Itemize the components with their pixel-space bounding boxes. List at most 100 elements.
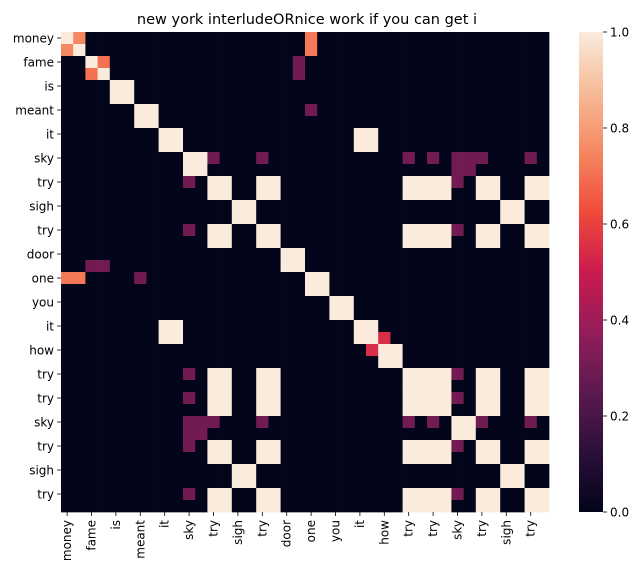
heatmap-cell bbox=[402, 356, 416, 369]
heatmap-cell bbox=[73, 68, 86, 81]
heatmap-cell bbox=[195, 128, 208, 141]
heatmap-cell bbox=[170, 500, 184, 513]
heatmap-cell bbox=[390, 44, 403, 57]
heatmap-cell bbox=[512, 56, 525, 69]
heatmap-cell bbox=[439, 224, 452, 237]
heatmap-cell bbox=[256, 272, 269, 285]
heatmap-cell bbox=[195, 140, 208, 153]
heatmap-cell bbox=[170, 188, 184, 201]
heatmap-cell bbox=[463, 404, 477, 417]
heatmap-cell bbox=[463, 452, 477, 465]
heatmap-cell bbox=[366, 320, 379, 333]
heatmap-cell bbox=[195, 212, 208, 225]
heatmap-cell bbox=[414, 224, 428, 237]
heatmap-cell bbox=[451, 248, 464, 261]
heatmap-cell bbox=[256, 452, 269, 465]
heatmap-cell bbox=[134, 476, 147, 489]
heatmap-cell bbox=[463, 428, 477, 441]
heatmap-cell bbox=[158, 176, 172, 189]
heatmap-cell bbox=[427, 356, 440, 369]
heatmap-cell bbox=[85, 152, 98, 165]
heatmap-cell bbox=[134, 32, 147, 45]
heatmap-cell bbox=[488, 164, 501, 177]
heatmap-cell bbox=[109, 188, 123, 201]
heatmap-cell bbox=[390, 188, 403, 201]
heatmap-cell bbox=[280, 452, 294, 465]
heatmap-cell bbox=[219, 500, 233, 513]
heatmap-cell bbox=[256, 284, 269, 297]
heatmap-cell bbox=[439, 320, 452, 333]
heatmap-cell bbox=[439, 80, 452, 93]
heatmap-cell bbox=[390, 128, 403, 141]
heatmap-cell bbox=[97, 296, 111, 309]
heatmap-cell bbox=[475, 356, 489, 369]
heatmap-cell bbox=[73, 140, 86, 153]
heatmap-cell bbox=[109, 68, 123, 81]
heatmap-cell bbox=[268, 140, 281, 153]
heatmap-cell bbox=[414, 188, 428, 201]
heatmap-cell bbox=[195, 236, 208, 249]
heatmap-cell bbox=[427, 440, 440, 453]
heatmap-cell bbox=[85, 236, 98, 249]
heatmap-cell bbox=[158, 200, 172, 213]
heatmap-cell bbox=[463, 320, 477, 333]
heatmap-cell bbox=[183, 92, 196, 105]
colorbar-tick-label: 0.0 bbox=[610, 506, 629, 520]
heatmap-cell bbox=[256, 356, 269, 369]
heatmap-cell bbox=[305, 152, 318, 165]
heatmap-cell bbox=[195, 356, 208, 369]
heatmap-cell bbox=[85, 140, 98, 153]
heatmap-cell bbox=[500, 404, 513, 417]
heatmap-cell bbox=[73, 440, 86, 453]
heatmap-cell bbox=[439, 104, 452, 117]
heatmap-cell bbox=[292, 92, 306, 105]
heatmap-cell bbox=[341, 68, 355, 81]
heatmap-cell bbox=[427, 332, 440, 345]
heatmap-cell bbox=[146, 392, 159, 405]
heatmap-cell bbox=[524, 356, 538, 369]
heatmap-cell bbox=[244, 320, 257, 333]
heatmap-cell bbox=[317, 464, 330, 477]
heatmap-cell bbox=[329, 176, 342, 189]
heatmap-cell bbox=[524, 380, 538, 393]
heatmap-cell bbox=[475, 476, 489, 489]
heatmap-cell bbox=[512, 236, 525, 249]
heatmap-cell bbox=[329, 428, 342, 441]
heatmap-cell bbox=[366, 464, 379, 477]
heatmap-cell bbox=[475, 392, 489, 405]
heatmap-cell bbox=[427, 392, 440, 405]
heatmap-cell bbox=[463, 128, 477, 141]
heatmap-cell bbox=[97, 104, 111, 117]
heatmap-cell bbox=[500, 296, 513, 309]
heatmap-cell bbox=[341, 308, 355, 321]
heatmap-cell bbox=[280, 284, 294, 297]
heatmap-cell bbox=[244, 404, 257, 417]
heatmap-cell bbox=[317, 32, 330, 45]
heatmap-cell bbox=[195, 368, 208, 381]
heatmap-cell bbox=[85, 344, 98, 357]
heatmap-cell bbox=[536, 500, 550, 513]
heatmap-cell bbox=[475, 128, 489, 141]
heatmap-cell bbox=[73, 356, 86, 369]
heatmap-cell bbox=[97, 332, 111, 345]
heatmap-cell bbox=[390, 92, 403, 105]
heatmap-cell bbox=[231, 44, 245, 57]
heatmap-cell bbox=[341, 140, 355, 153]
heatmap-cell bbox=[158, 356, 172, 369]
heatmap-cell bbox=[97, 344, 111, 357]
heatmap-cell bbox=[207, 260, 220, 273]
heatmap-cell bbox=[512, 80, 525, 93]
heatmap-cell bbox=[170, 164, 184, 177]
heatmap-cell bbox=[463, 332, 477, 345]
heatmap-cell bbox=[536, 428, 550, 441]
heatmap-cell bbox=[183, 152, 196, 165]
heatmap-cell bbox=[451, 272, 464, 285]
heatmap-cell bbox=[512, 164, 525, 177]
heatmap-cell bbox=[73, 488, 86, 501]
heatmap-cell bbox=[329, 68, 342, 81]
heatmap-cell bbox=[158, 80, 172, 93]
heatmap-cell bbox=[244, 284, 257, 297]
heatmap-cell bbox=[414, 116, 428, 129]
heatmap-cell bbox=[122, 272, 135, 285]
heatmap-cell bbox=[329, 464, 342, 477]
